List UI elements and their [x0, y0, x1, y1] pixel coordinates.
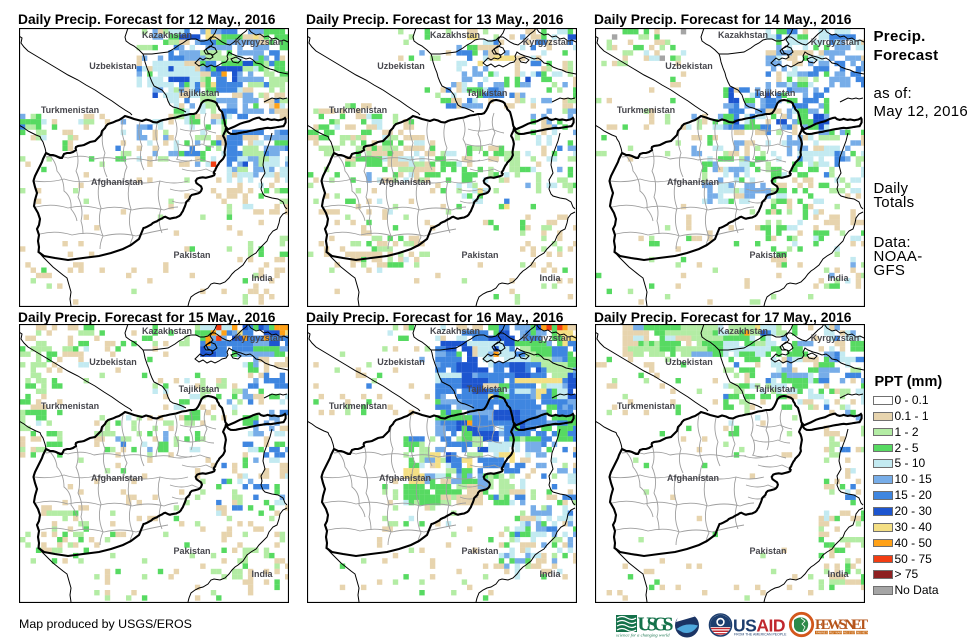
svg-text:FROM THE AMERICAN PEOPLE: FROM THE AMERICAN PEOPLE	[734, 633, 787, 637]
svg-text:science for a changing world: science for a changing world	[616, 633, 670, 638]
svg-text:Uzbekistan: Uzbekistan	[665, 357, 713, 367]
svg-text:India: India	[251, 273, 273, 283]
svg-text:Tajikistan: Tajikistan	[179, 384, 220, 394]
svg-text:Afghanistan: Afghanistan	[91, 473, 143, 483]
svg-text:Uzbekistan: Uzbekistan	[377, 357, 425, 367]
svg-text:Afghanistan: Afghanistan	[379, 473, 431, 483]
svg-text:Kyrgyzstan: Kyrgyzstan	[523, 333, 572, 343]
svg-text:Turkmenistan: Turkmenistan	[617, 401, 675, 411]
svg-text:Tajikistan: Tajikistan	[179, 88, 220, 98]
svg-text:Uzbekistan: Uzbekistan	[665, 61, 713, 71]
svg-text:Kyrgyzstan: Kyrgyzstan	[811, 333, 860, 343]
svg-text:India: India	[539, 569, 561, 579]
svg-text:Kyrgyzstan: Kyrgyzstan	[811, 37, 860, 47]
svg-text:Uzbekistan: Uzbekistan	[377, 61, 425, 71]
svg-text:Tajikistan: Tajikistan	[755, 384, 796, 394]
svg-text:Turkmenistan: Turkmenistan	[617, 105, 675, 115]
svg-text:Kazakhstan: Kazakhstan	[718, 30, 768, 40]
svg-text:Uzbekistan: Uzbekistan	[89, 357, 137, 367]
svg-text:India: India	[827, 273, 849, 283]
svg-text:Tajikistan: Tajikistan	[467, 384, 508, 394]
svg-text:Kazakhstan: Kazakhstan	[142, 326, 192, 336]
svg-text:Kyrgyzstan: Kyrgyzstan	[235, 37, 284, 47]
svg-text:Turkmenistan: Turkmenistan	[41, 105, 99, 115]
svg-text:Tajikistan: Tajikistan	[467, 88, 508, 98]
svg-text:India: India	[251, 569, 273, 579]
svg-text:Pakistan: Pakistan	[461, 250, 498, 260]
svg-text:Afghanistan: Afghanistan	[667, 177, 719, 187]
svg-text:Turkmenistan: Turkmenistan	[329, 401, 387, 411]
svg-text:Kazakhstan: Kazakhstan	[718, 326, 768, 336]
svg-text:Turkmenistan: Turkmenistan	[41, 401, 99, 411]
svg-text:Tajikistan: Tajikistan	[755, 88, 796, 98]
svg-text:Kyrgyzstan: Kyrgyzstan	[235, 333, 284, 343]
svg-text:Kazakhstan: Kazakhstan	[430, 326, 480, 336]
svg-text:India: India	[539, 273, 561, 283]
svg-text:Pakistan: Pakistan	[461, 546, 498, 556]
svg-text:Kyrgyzstan: Kyrgyzstan	[523, 37, 572, 47]
svg-text:Afghanistan: Afghanistan	[91, 177, 143, 187]
svg-text:Kazakhstan: Kazakhstan	[142, 30, 192, 40]
svg-text:India: India	[827, 569, 849, 579]
svg-text:Afghanistan: Afghanistan	[667, 473, 719, 483]
svg-text:FAMINE EARLY WARNING SYSTEMS N: FAMINE EARLY WARNING SYSTEMS NETWORK	[816, 631, 875, 635]
svg-text:Kazakhstan: Kazakhstan	[430, 30, 480, 40]
svg-text:Uzbekistan: Uzbekistan	[89, 61, 137, 71]
svg-text:Afghanistan: Afghanistan	[379, 177, 431, 187]
svg-text:USAID: USAID	[733, 616, 785, 636]
svg-text:Pakistan: Pakistan	[749, 250, 786, 260]
svg-text:Pakistan: Pakistan	[173, 250, 210, 260]
svg-text:Pakistan: Pakistan	[749, 546, 786, 556]
svg-text:USGS: USGS	[638, 615, 674, 636]
svg-text:Pakistan: Pakistan	[173, 546, 210, 556]
svg-text:Turkmenistan: Turkmenistan	[329, 105, 387, 115]
svg-text:FEWS NET: FEWS NET	[815, 617, 868, 633]
